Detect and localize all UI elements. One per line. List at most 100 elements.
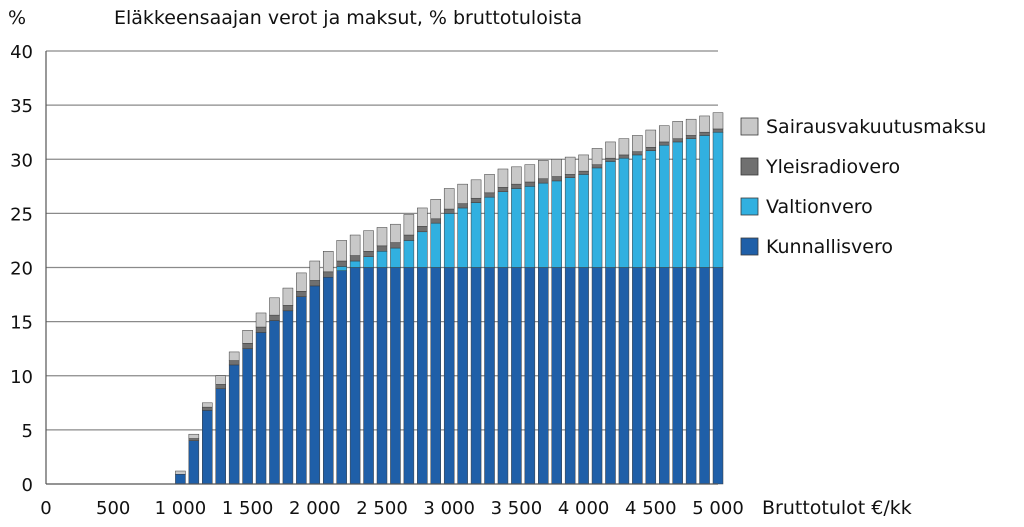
bar-segment-sairausvakuutusmaksu bbox=[309, 260, 321, 281]
x-tick-label: 3 000 bbox=[423, 498, 475, 519]
bar-segment-yleisradiovero bbox=[309, 280, 321, 287]
bar-segment-sairausvakuutusmaksu bbox=[322, 251, 334, 273]
bar-segment-kunnallisvero bbox=[363, 267, 374, 485]
bar-segment-kunnallisvero bbox=[618, 267, 630, 485]
bar-segment-sairausvakuutusmaksu bbox=[417, 207, 428, 227]
legend-label: Sairausvakuutusmaksu bbox=[766, 116, 986, 138]
bar-segment-sairausvakuutusmaksu bbox=[470, 179, 482, 199]
bar-segment-valtionvero bbox=[443, 213, 455, 268]
bar-segment-sairausvakuutusmaksu bbox=[605, 141, 616, 159]
bar-segment-kunnallisvero bbox=[296, 296, 307, 485]
bar-segment-yleisradiovero bbox=[618, 154, 630, 159]
bar-segment-yleisradiovero bbox=[551, 176, 562, 182]
bar-segment-sairausvakuutusmaksu bbox=[349, 234, 361, 256]
bar-segment-yleisradiovero bbox=[672, 138, 683, 143]
bar-segment-valtionvero bbox=[430, 222, 442, 268]
bar-segment-yleisradiovero bbox=[336, 260, 347, 267]
bar-segment-sairausvakuutusmaksu bbox=[443, 188, 455, 210]
bar-segment-sairausvakuutusmaksu bbox=[699, 115, 710, 133]
bar-segment-sairausvakuutusmaksu bbox=[672, 121, 683, 139]
bar-segment-sairausvakuutusmaksu bbox=[497, 168, 509, 188]
bar-segment-sairausvakuutusmaksu bbox=[175, 470, 186, 475]
x-tick-label: 2 000 bbox=[289, 498, 341, 519]
bar-segment-valtionvero bbox=[497, 191, 509, 268]
bar-segment-sairausvakuutusmaksu bbox=[255, 312, 267, 328]
bar-segment-kunnallisvero bbox=[605, 267, 616, 485]
bar-segment-sairausvakuutusmaksu bbox=[511, 166, 522, 185]
bar-segment-valtionvero bbox=[376, 251, 388, 268]
bar-segment-kunnallisvero bbox=[349, 267, 361, 485]
bar-segment-sairausvakuutusmaksu bbox=[538, 160, 549, 179]
bar-segment-sairausvakuutusmaksu bbox=[269, 297, 280, 316]
bars bbox=[175, 112, 724, 485]
bar-segment-valtionvero bbox=[699, 135, 710, 268]
bar-segment-yleisradiovero bbox=[228, 360, 240, 366]
bar-segment-valtionvero bbox=[403, 240, 415, 268]
bar-segment-sairausvakuutusmaksu bbox=[430, 199, 442, 220]
y-tick-label: 5 bbox=[22, 421, 33, 442]
bar-segment-yleisradiovero bbox=[497, 187, 509, 192]
y-tick-label: 10 bbox=[10, 367, 33, 388]
bar-segment-yleisradiovero bbox=[255, 326, 267, 333]
legend-label: Kunnallisvero bbox=[766, 236, 893, 258]
bar-segment-sairausvakuutusmaksu bbox=[645, 129, 657, 148]
legend-label: Yleisradiovero bbox=[765, 156, 900, 178]
y-tick-label: 0 bbox=[22, 475, 33, 496]
bar-segment-kunnallisvero bbox=[699, 267, 710, 485]
x-tick-label: 1 500 bbox=[222, 498, 274, 519]
legend-swatch bbox=[740, 197, 759, 216]
y-tick-label: 15 bbox=[10, 313, 33, 334]
x-tick-label: 4 500 bbox=[625, 498, 677, 519]
y-axis-label: % bbox=[8, 7, 26, 29]
bar-segment-valtionvero bbox=[645, 150, 657, 268]
bar-segment-sairausvakuutusmaksu bbox=[685, 118, 697, 136]
y-tick-label: 25 bbox=[10, 204, 33, 225]
bar-segment-kunnallisvero bbox=[578, 267, 589, 485]
bar-segment-sairausvakuutusmaksu bbox=[242, 330, 253, 344]
bar-segment-sairausvakuutusmaksu bbox=[712, 112, 724, 130]
bar-segment-kunnallisvero bbox=[322, 276, 334, 485]
bar-segment-yleisradiovero bbox=[524, 181, 536, 187]
bar-segment-kunnallisvero bbox=[417, 267, 428, 485]
bar-segment-sairausvakuutusmaksu bbox=[658, 125, 670, 143]
bar-segment-sairausvakuutusmaksu bbox=[618, 138, 630, 156]
bar-segment-kunnallisvero bbox=[524, 267, 536, 485]
bar-segment-sairausvakuutusmaksu bbox=[228, 351, 240, 361]
bar-segment-yleisradiovero bbox=[430, 218, 442, 224]
bar-segment-valtionvero bbox=[336, 266, 347, 271]
x-axis-label: Bruttotulot €/kk bbox=[762, 497, 912, 519]
bar-segment-sairausvakuutusmaksu bbox=[282, 287, 294, 306]
bar-segment-sairausvakuutusmaksu bbox=[363, 230, 374, 252]
legend-swatch bbox=[740, 237, 759, 256]
bar-segment-sairausvakuutusmaksu bbox=[484, 174, 495, 194]
bar-segment-sairausvakuutusmaksu bbox=[551, 159, 562, 177]
bar-segment-kunnallisvero bbox=[645, 267, 657, 485]
legend-swatch bbox=[740, 117, 759, 136]
bar-segment-yleisradiovero bbox=[470, 197, 482, 203]
bar-segment-valtionvero bbox=[524, 186, 536, 268]
bar-segment-kunnallisvero bbox=[712, 267, 724, 485]
bar-segment-kunnallisvero bbox=[282, 310, 294, 485]
bar-segment-valtionvero bbox=[672, 141, 683, 268]
bar-segment-valtionvero bbox=[511, 188, 522, 268]
bar-segment-yleisradiovero bbox=[632, 151, 643, 156]
bar-segment-yleisradiovero bbox=[202, 406, 213, 411]
bar-segment-kunnallisvero bbox=[255, 332, 267, 485]
bar-segment-sairausvakuutusmaksu bbox=[591, 148, 603, 165]
bar-segment-yleisradiovero bbox=[511, 183, 522, 189]
bar-segment-kunnallisvero bbox=[564, 267, 576, 485]
bar-segment-yleisradiovero bbox=[349, 255, 361, 262]
x-tick-label: 1 000 bbox=[155, 498, 207, 519]
bar-segment-sairausvakuutusmaksu bbox=[390, 223, 401, 243]
bar-segment-kunnallisvero bbox=[484, 267, 495, 485]
chart-title: Eläkkeensaajan verot ja maksut, % brutto… bbox=[114, 7, 582, 29]
bar-segment-yleisradiovero bbox=[188, 438, 200, 441]
bar-segment-kunnallisvero bbox=[202, 410, 213, 485]
bar-segment-yleisradiovero bbox=[322, 271, 334, 278]
bar-segment-kunnallisvero bbox=[632, 267, 643, 485]
bar-segment-valtionvero bbox=[618, 157, 630, 268]
x-tick-label: 3 500 bbox=[491, 498, 543, 519]
bar-segment-kunnallisvero bbox=[390, 267, 401, 485]
bar-segment-yleisradiovero bbox=[457, 203, 468, 209]
